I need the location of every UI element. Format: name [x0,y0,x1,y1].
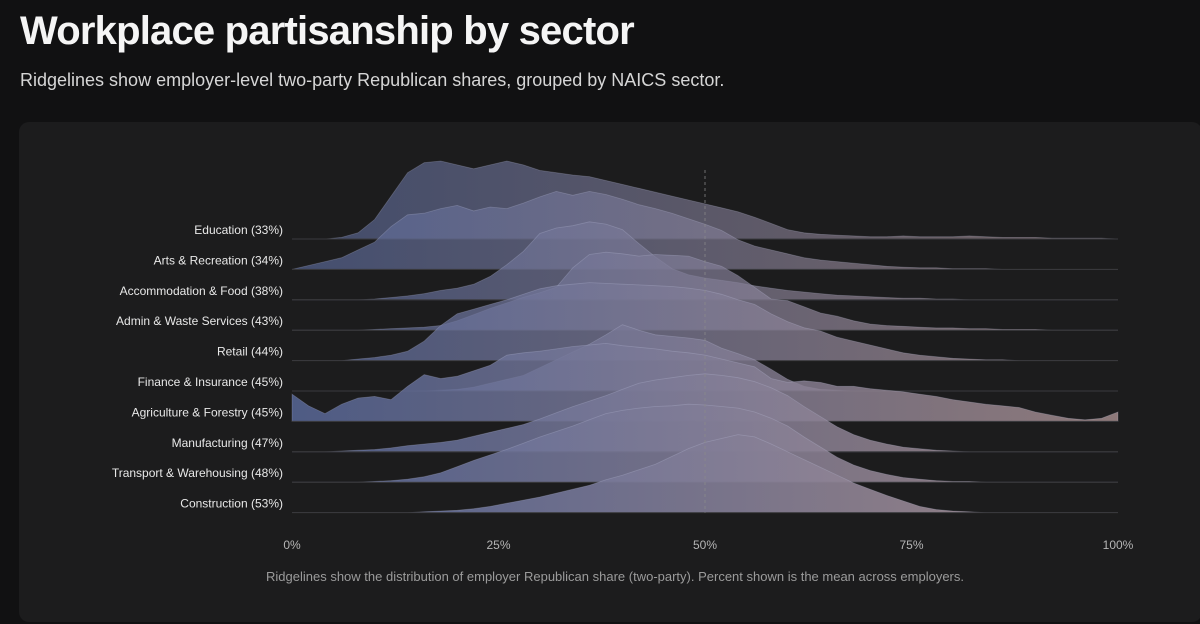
x-tick-label: 75% [899,538,923,552]
row-label: Retail (44%) [217,345,283,359]
x-tick-label: 25% [486,538,510,552]
row-labels: Education (33%) Arts & Recreation (34%) Ac… [112,223,283,511]
x-tick-label: 100% [1103,538,1134,552]
row-label: Transport & Warehousing (48%) [112,466,283,480]
row-label: Manufacturing (47%) [172,436,283,450]
row-label: Admin & Waste Services (43%) [116,314,283,328]
row-label: Accommodation & Food (38%) [120,284,283,298]
row-label: Finance & Insurance (45%) [138,375,283,389]
ridgeline-chart: Education (33%) Arts & Recreation (34%) Ac… [112,160,1134,584]
page-subtitle: Ridgelines show employer-level two-party… [20,70,725,90]
chart-card: Education (33%) Arts & Recreation (34%) Ac… [19,122,1200,622]
row-label: Construction (53%) [180,497,283,511]
x-tick-label: 0% [283,538,301,552]
chart-caption: Ridgelines show the distribution of empl… [266,569,964,584]
row-label: Arts & Recreation (34%) [154,253,283,267]
row-label: Education (33%) [194,223,283,237]
x-axis: 0% 25% 50% 75% 100% [283,538,1133,552]
page-title: Workplace partisanship by sector [20,9,635,53]
row-label: Agriculture & Forestry (45%) [132,405,283,419]
x-tick-label: 50% [693,538,717,552]
